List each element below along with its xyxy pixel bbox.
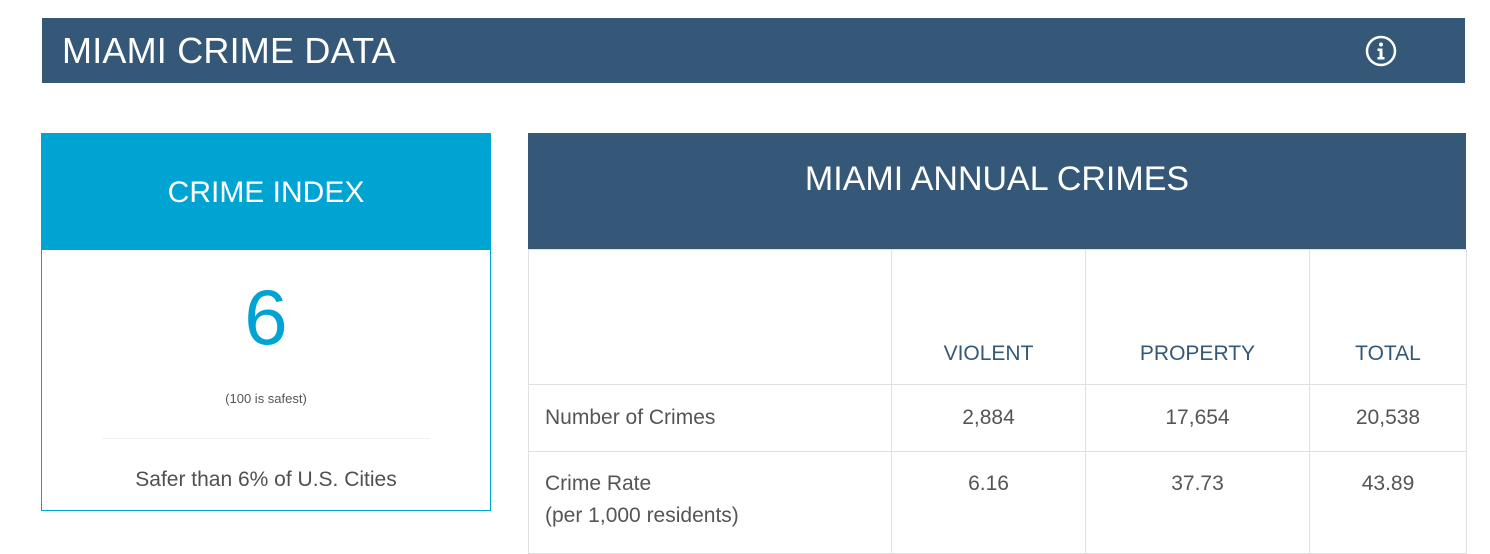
row-label-text: Number of Crimes xyxy=(545,406,716,429)
annual-crimes-header: MIAMI ANNUAL CRIMES xyxy=(528,133,1466,249)
column-header-total: TOTAL xyxy=(1309,249,1467,385)
divider xyxy=(102,438,430,439)
total-count: 20,538 xyxy=(1309,384,1467,452)
info-icon[interactable] xyxy=(1365,35,1397,67)
column-header-violent: VIOLENT xyxy=(891,249,1086,385)
row-label: Number of Crimes xyxy=(528,384,892,452)
property-rate: 37.73 xyxy=(1085,451,1310,554)
crime-table: VIOLENT PROPERTY TOTAL Number of Crimes … xyxy=(528,249,1467,554)
violent-rate: 6.16 xyxy=(891,451,1086,554)
crime-index-value: 6 xyxy=(244,273,288,361)
annual-crimes-title: MIAMI ANNUAL CRIMES xyxy=(804,160,1190,198)
property-count: 17,654 xyxy=(1085,384,1310,452)
row-sublabel: (per 1,000 residents) xyxy=(545,504,739,527)
row-label: Crime Rate (per 1,000 residents) xyxy=(528,451,892,554)
total-rate: 43.89 xyxy=(1309,451,1467,554)
column-header-property: PROPERTY xyxy=(1085,249,1310,385)
title-bar: MIAMI CRIME DATA xyxy=(42,18,1465,83)
crime-index-card: CRIME INDEX 6 (100 is safest) Safer than… xyxy=(41,133,491,511)
crime-index-note: (100 is safest) xyxy=(225,391,307,406)
table-header-row: VIOLENT PROPERTY TOTAL xyxy=(528,249,1467,385)
violent-count: 2,884 xyxy=(891,384,1086,452)
crime-index-comparison: Safer than 6% of U.S. Cities xyxy=(135,468,397,491)
table-row: Crime Rate (per 1,000 residents) 6.16 37… xyxy=(528,451,1467,554)
row-label-text: Crime Rate xyxy=(545,472,652,495)
page-title: MIAMI CRIME DATA xyxy=(62,30,396,71)
table-row: Number of Crimes 2,884 17,654 20,538 xyxy=(528,384,1467,452)
annual-crimes-card: MIAMI ANNUAL CRIMES VIOLENT PROPERTY TOT… xyxy=(528,133,1467,554)
crime-index-title: CRIME INDEX xyxy=(167,176,365,209)
column-header-blank xyxy=(528,249,892,385)
crime-index-header: CRIME INDEX xyxy=(42,134,490,250)
